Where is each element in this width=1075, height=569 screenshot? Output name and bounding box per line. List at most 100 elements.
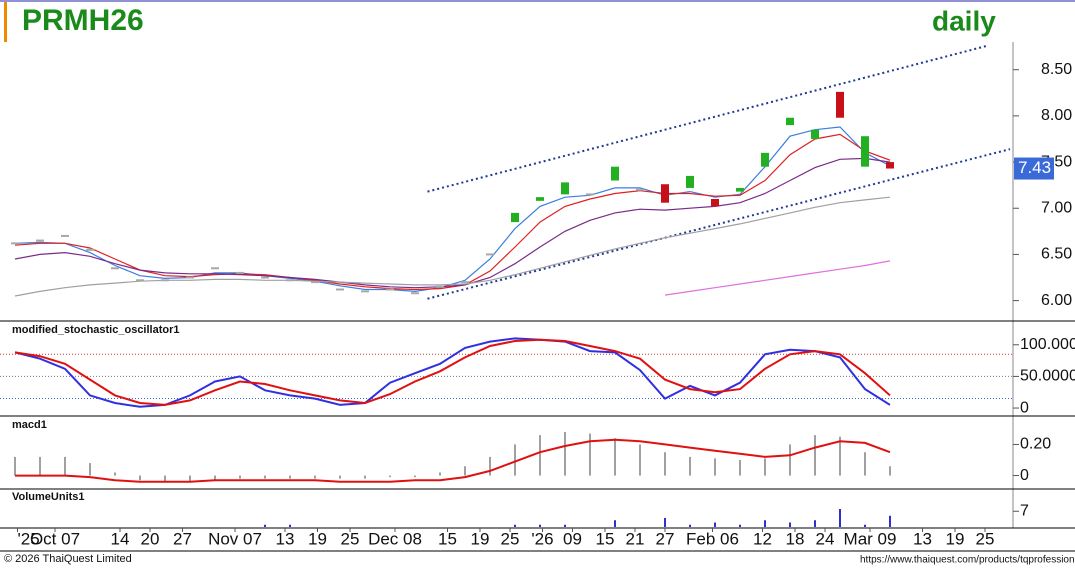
trendline [427, 148, 1011, 300]
x-tick-label: '25 [18, 529, 40, 548]
candle [261, 276, 269, 279]
chart-title: PRMH26 [22, 4, 144, 37]
x-tick-label: 27 [656, 529, 675, 548]
x-tick-label: Nov 07 [208, 529, 262, 548]
candle [686, 175, 694, 188]
panel-title: modified_stochastic_oscillator1 [12, 324, 180, 336]
volume-bar [539, 524, 541, 527]
candle [186, 276, 194, 279]
volume-bar [789, 522, 791, 527]
x-tick-label: '26 [531, 529, 553, 548]
candle [586, 193, 594, 196]
candle [86, 248, 94, 251]
candle [61, 234, 69, 237]
x-tick-label: 24 [816, 529, 835, 548]
y-tick-label: 50.0000 [1020, 368, 1075, 385]
candle [886, 162, 894, 169]
candle [811, 129, 819, 139]
volume-bar [689, 524, 691, 527]
candle [386, 288, 394, 291]
candle [11, 242, 19, 245]
candle [311, 281, 319, 284]
volume-bar [764, 520, 766, 527]
candle [536, 197, 544, 201]
x-tick-label: 25 [976, 529, 995, 548]
volume-bar [614, 520, 616, 527]
volume-bar [264, 524, 266, 527]
series-line [14, 157, 891, 289]
y-tick-label: 100.0000 [1020, 336, 1075, 353]
y-tick-label: 6.00 [1041, 292, 1072, 309]
x-tick-label: 20 [141, 529, 160, 548]
y-tick-label: 7 [1020, 502, 1029, 519]
candle [411, 292, 419, 295]
candle [611, 166, 619, 181]
series-line [14, 338, 891, 406]
candle [136, 279, 144, 282]
x-tick-label: 13 [913, 529, 932, 548]
x-tick-label: 27 [173, 529, 192, 548]
volume-bar [514, 524, 516, 527]
x-tick-label: 13 [276, 529, 295, 548]
candle [786, 117, 794, 126]
y-tick-label: 8.00 [1041, 107, 1072, 124]
volume-bar [739, 524, 741, 527]
x-tick-label: 15 [438, 529, 457, 548]
candle [761, 152, 769, 167]
x-tick-label: 19 [471, 529, 490, 548]
candle [36, 239, 44, 242]
x-tick-label: Dec 08 [368, 529, 422, 548]
x-tick-label: 25 [501, 529, 520, 548]
y-tick-label: 0 [1020, 399, 1029, 416]
x-tick-label: 15 [596, 529, 615, 548]
copyright: © 2026 ThaiQuest Limited [4, 553, 132, 565]
y-tick-label: 8.50 [1041, 61, 1072, 78]
candle [436, 285, 444, 288]
x-tick-label: Oct 07 [30, 529, 80, 548]
volume-bar [664, 518, 666, 527]
volume-bar [889, 515, 891, 527]
volume-bar [864, 524, 866, 527]
candle [486, 253, 494, 256]
volume-bar [814, 520, 816, 527]
volume-bar [289, 524, 291, 527]
x-tick-label: 09 [563, 529, 582, 548]
candle [661, 184, 669, 203]
x-tick-label: 19 [308, 529, 327, 548]
candle [111, 267, 119, 270]
x-tick-label: 21 [626, 529, 645, 548]
x-tick-label: 12 [753, 529, 772, 548]
series-line [14, 133, 891, 291]
x-tick-label: 18 [786, 529, 805, 548]
x-tick-label: 14 [111, 529, 130, 548]
trendline [427, 44, 988, 193]
candle [236, 271, 244, 274]
x-tick-label: Feb 06 [686, 529, 739, 548]
marker-bar [4, 2, 7, 42]
volume-bar [714, 522, 716, 527]
candle [336, 288, 344, 291]
candle [861, 136, 869, 167]
candle [511, 212, 519, 223]
y-tick-label: 0.20 [1020, 436, 1051, 453]
series-line [14, 196, 891, 297]
candle [711, 199, 719, 207]
series-line [664, 260, 891, 296]
volume-bar [839, 509, 841, 527]
y-tick-label: 0 [1020, 467, 1029, 484]
y-tick-label: 6.50 [1041, 246, 1072, 263]
last-price-label: 7.43 [1018, 158, 1051, 177]
x-tick-label: 19 [946, 529, 965, 548]
candle [636, 188, 644, 191]
y-tick-label: 7.00 [1041, 199, 1072, 216]
x-tick-label: Mar 09 [844, 529, 897, 548]
x-tick-label: 25 [341, 529, 360, 548]
candle [836, 91, 844, 118]
last-price-box [1014, 157, 1054, 180]
series-line [15, 438, 891, 483]
url: https://www.thaiquest.com/products/tqpro… [860, 555, 1075, 566]
panel-title: VolumeUnits1 [12, 491, 85, 503]
candle [361, 290, 369, 293]
candle [286, 279, 294, 282]
